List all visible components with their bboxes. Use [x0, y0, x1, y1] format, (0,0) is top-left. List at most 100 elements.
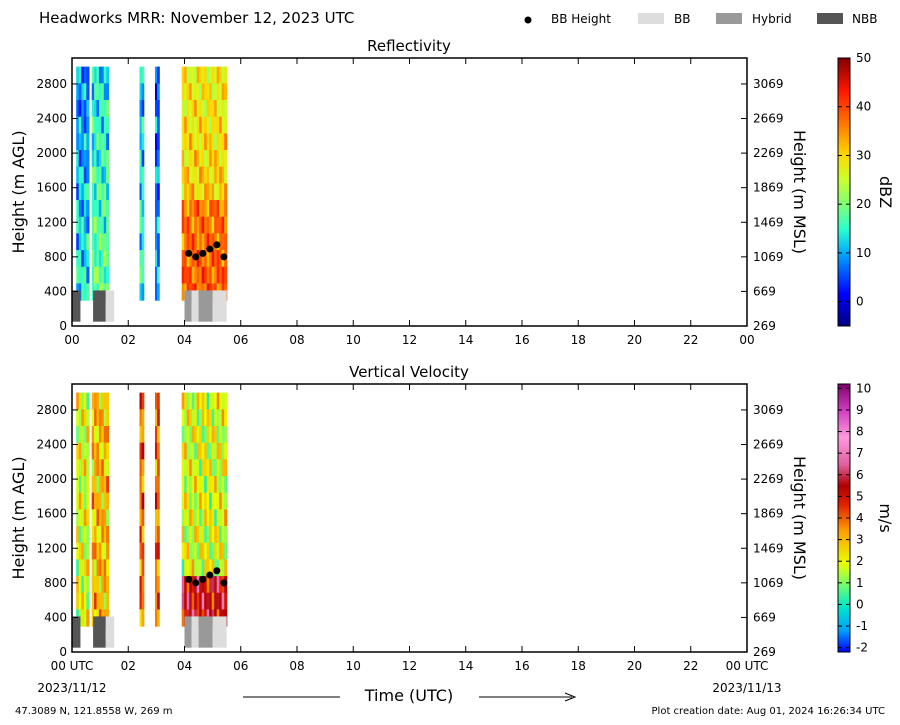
precip-segment — [181, 392, 228, 627]
x-tick-label: 20 — [627, 333, 642, 347]
bb-type-bar — [191, 290, 199, 322]
colorbar-tick-label: 8 — [856, 425, 864, 439]
bb-height-point — [220, 579, 228, 587]
colorbar-tick-label: 6 — [856, 468, 864, 482]
y-tick-label: 0 — [59, 645, 67, 659]
figure-legend: BB Height BB Hybrid NBB — [524, 12, 877, 26]
x-tick-label: 16 — [514, 659, 529, 673]
x-tick-label: 12 — [402, 333, 417, 347]
y2-tick-label: 2269 — [753, 146, 784, 160]
y2-tick-label: 2669 — [753, 438, 784, 452]
bb-type-bar — [72, 616, 81, 648]
bb-type-bar — [212, 616, 227, 648]
bb-type-bar — [198, 290, 213, 322]
y2-tick-label: 2669 — [753, 112, 784, 126]
x-tick-label: 00 — [739, 333, 754, 347]
velocity-frame — [71, 383, 748, 653]
bb-height-point — [213, 567, 221, 575]
xlabel-arrow-head — [564, 692, 577, 702]
x-tick-label: 00 — [64, 333, 79, 347]
x-tick-label: 06 — [233, 333, 248, 347]
bb-type-bar — [198, 616, 213, 648]
velocity-colorbar-ticks: -2 -1 0 1 2 3 4 5 6 7 8 9 10 — [838, 381, 871, 655]
legend-hybrid-swatch — [716, 13, 742, 24]
bb-type-bar — [184, 616, 192, 648]
colorbar-tick-label: 2 — [856, 554, 864, 568]
legend-nbb-swatch — [817, 13, 843, 24]
colorbar-tick-label: 0 — [856, 295, 864, 309]
legend-hybrid-label: Hybrid — [752, 12, 792, 26]
x-tick-label: 20 — [627, 659, 642, 673]
y2-tick-label: 1869 — [753, 181, 784, 195]
figure-title: Headworks MRR: November 12, 2023 UTC — [39, 9, 354, 27]
precip-segment — [154, 66, 160, 301]
colorbar-tick-label: 10 — [856, 246, 871, 260]
legend-bb-height-marker — [524, 16, 532, 24]
reflectivity-ticks: 00 02 04 06 08 10 12 14 16 18 20 22 0004008001200160… — [36, 58, 784, 347]
x-tick-label: 00 UTC — [726, 659, 769, 673]
y-tick-label: 2400 — [36, 438, 67, 452]
bb-height-point — [185, 249, 193, 257]
precip-segment — [139, 66, 145, 301]
bb-height-point — [199, 575, 207, 583]
y-tick-label: 400 — [44, 284, 67, 298]
y2-tick-label: 3069 — [753, 77, 784, 91]
velocity-colorbar-label: m/s — [876, 503, 895, 532]
precip-segment — [76, 392, 90, 627]
x-tick-label: 04 — [177, 659, 192, 673]
reflectivity-panel: Reflectivity 00 02 04 06 08 10 12 14 16 18 20 22 000… — [9, 37, 895, 347]
y-tick-label: 800 — [44, 576, 67, 590]
velocity-y2label: Height (m MSL) — [790, 456, 809, 580]
y-tick-label: 800 — [44, 250, 67, 264]
bb-height-point — [206, 245, 214, 253]
y-tick-label: 2000 — [36, 472, 67, 486]
velocity-panel: Vertical Velocity 00 UTC 02 04 06 08 10 12 14 16… — [9, 363, 895, 705]
precip-segment — [154, 392, 160, 627]
colorbar-tick-label: 7 — [856, 446, 864, 460]
bb-type-bar — [72, 290, 81, 322]
y-tick-label: 1200 — [36, 215, 67, 229]
reflectivity-y2label: Height (m MSL) — [790, 130, 809, 254]
colorbar-tick-label: 0 — [856, 597, 864, 611]
x-tick-label: 02 — [121, 659, 136, 673]
x-tick-label: 18 — [571, 333, 586, 347]
y-tick-label: 2800 — [36, 403, 67, 417]
y2-tick-label: 669 — [753, 610, 776, 624]
y2-tick-label: 1869 — [753, 507, 784, 521]
bb-type-bar — [184, 290, 192, 322]
colorbar-tick-label: 3 — [856, 533, 864, 547]
y2-tick-label: 3069 — [753, 403, 784, 417]
colorbar-tick-label: 40 — [856, 100, 871, 114]
reflectivity-title: Reflectivity — [367, 37, 451, 55]
x-tick-label: 02 — [121, 333, 136, 347]
y-tick-label: 1600 — [36, 181, 67, 195]
y2-tick-label: 669 — [753, 284, 776, 298]
reflectivity-colorbar — [837, 57, 851, 327]
y2-tick-label: 1069 — [753, 250, 784, 264]
x-tick-label: 14 — [458, 659, 473, 673]
colorbar-tick-label: -2 — [856, 641, 868, 655]
colorbar-tick-label: -1 — [856, 619, 868, 633]
bb-height-point — [192, 253, 200, 261]
y-tick-label: 2400 — [36, 112, 67, 126]
colorbar-tick-label: 50 — [856, 51, 871, 65]
y2-tick-label: 2269 — [753, 472, 784, 486]
x-tick-label: 08 — [289, 659, 304, 673]
bb-type-bar — [105, 616, 115, 648]
x-tick-label: 00 UTC — [51, 659, 94, 673]
legend-bb-height-label: BB Height — [551, 12, 611, 26]
legend-bb-label: BB — [674, 12, 690, 26]
bb-type-bar — [93, 616, 106, 648]
y-tick-label: 1600 — [36, 507, 67, 521]
colorbar-tick-label: 9 — [856, 403, 864, 417]
footer-location: 47.3089 N, 121.8558 W, 269 m — [15, 706, 173, 717]
x-tick-label: 10 — [346, 333, 361, 347]
y2-tick-label: 1469 — [753, 541, 784, 555]
reflectivity-plot-area — [72, 66, 228, 322]
velocity-xlabel: Time (UTC) — [364, 686, 453, 705]
reflectivity-ylabel: Height (m AGL) — [9, 130, 28, 253]
colorbar-tick-label: 4 — [856, 511, 864, 525]
x-tick-label: 22 — [683, 659, 698, 673]
y2-tick-label: 1069 — [753, 576, 784, 590]
